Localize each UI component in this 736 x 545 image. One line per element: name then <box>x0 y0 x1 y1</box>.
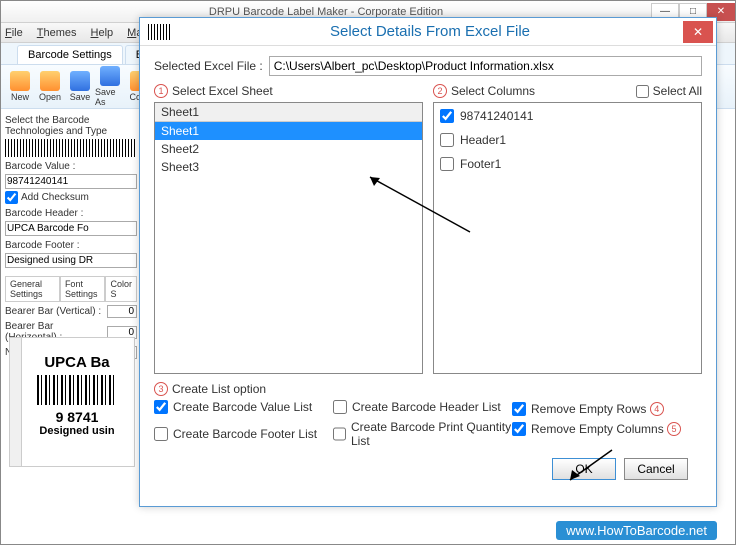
barcode-value-input[interactable] <box>5 174 137 189</box>
open-button[interactable]: Open <box>35 71 65 102</box>
dialog-title: Select Details From Excel File <box>180 23 680 40</box>
saveas-button[interactable]: Save As <box>95 66 125 107</box>
file-label: Selected Excel File : <box>154 59 263 73</box>
barcode-sample-icon <box>5 139 137 157</box>
select-all-checkbox[interactable] <box>636 85 649 98</box>
ok-button[interactable]: OK <box>552 458 616 480</box>
dialog-close-button[interactable]: ✕ <box>683 21 713 43</box>
header-label: Barcode Header : <box>5 208 137 219</box>
opt-footer-checkbox[interactable] <box>154 427 168 441</box>
barcode-header-input[interactable] <box>5 221 137 236</box>
sheet-label: Select Excel Sheet <box>172 84 273 98</box>
sheet-header: Sheet1 <box>155 103 422 122</box>
subtab-general[interactable]: General Settings <box>5 276 60 301</box>
step-3-icon: 3 <box>154 382 168 396</box>
menu-themes[interactable]: Themes <box>37 27 77 39</box>
value-label: Barcode Value : <box>5 161 137 172</box>
barcode-icon <box>148 24 172 40</box>
list-item[interactable]: Sheet2 <box>155 140 422 158</box>
preview-barcode-icon <box>37 375 117 405</box>
checksum-checkbox[interactable] <box>5 191 18 204</box>
column-checkbox[interactable] <box>440 157 454 171</box>
menu-help[interactable]: Help <box>91 27 114 39</box>
remove-cols-checkbox[interactable] <box>512 422 526 436</box>
left-panel: Select the Barcode Technologies and Type… <box>5 111 137 362</box>
save-button[interactable]: Save <box>65 71 95 102</box>
menu-file[interactable]: File <box>5 27 23 39</box>
bearer-v-input[interactable] <box>107 305 137 318</box>
step-1-icon: 1 <box>154 84 168 98</box>
subtabs: General Settings Font Settings Color S <box>5 276 137 302</box>
dialog-titlebar: Select Details From Excel File ✕ <box>140 18 716 46</box>
ruler-icon <box>10 338 22 466</box>
opt-value-checkbox[interactable] <box>154 400 168 414</box>
cancel-button[interactable]: Cancel <box>624 458 688 480</box>
subtab-font[interactable]: Font Settings <box>60 276 106 301</box>
column-checkbox[interactable] <box>440 109 454 123</box>
barcode-preview: UPCA Ba 9 8741 Designed usin <box>9 337 135 467</box>
window-title: DRPU Barcode Label Maker - Corporate Edi… <box>1 6 651 18</box>
step-4-icon: 4 <box>650 402 664 416</box>
columns-listbox: 98741240141 Header1 Footer1 <box>433 102 702 374</box>
sheet-listbox[interactable]: Sheet1 Sheet1 Sheet2 Sheet3 <box>154 102 423 374</box>
preview-number: 9 8741 <box>26 409 128 425</box>
column-checkbox[interactable] <box>440 133 454 147</box>
remove-rows-checkbox[interactable] <box>512 402 526 416</box>
preview-footer: Designed usin <box>26 425 128 437</box>
step-5-icon: 5 <box>667 422 681 436</box>
tech-label: Select the Barcode Technologies and Type <box>5 115 137 137</box>
opt-header-checkbox[interactable] <box>333 400 347 414</box>
step-2-icon: 2 <box>433 84 447 98</box>
barcode-footer-input[interactable] <box>5 253 137 268</box>
list-item[interactable]: Sheet1 <box>155 122 422 140</box>
preview-header: UPCA Ba <box>26 354 128 371</box>
list-item[interactable]: Sheet3 <box>155 158 422 176</box>
select-details-dialog: Select Details From Excel File ✕ Selecte… <box>139 17 717 507</box>
new-button[interactable]: New <box>5 71 35 102</box>
opt-qty-checkbox[interactable] <box>333 427 346 441</box>
create-list-label: Create List option <box>172 382 266 396</box>
watermark-link[interactable]: www.HowToBarcode.net <box>556 521 717 540</box>
columns-label: Select Columns <box>451 84 535 98</box>
subtab-color[interactable]: Color S <box>105 276 137 301</box>
file-path-input[interactable] <box>269 56 702 76</box>
tab-barcode-settings[interactable]: Barcode Settings <box>17 45 123 64</box>
footer-label: Barcode Footer : <box>5 240 137 251</box>
